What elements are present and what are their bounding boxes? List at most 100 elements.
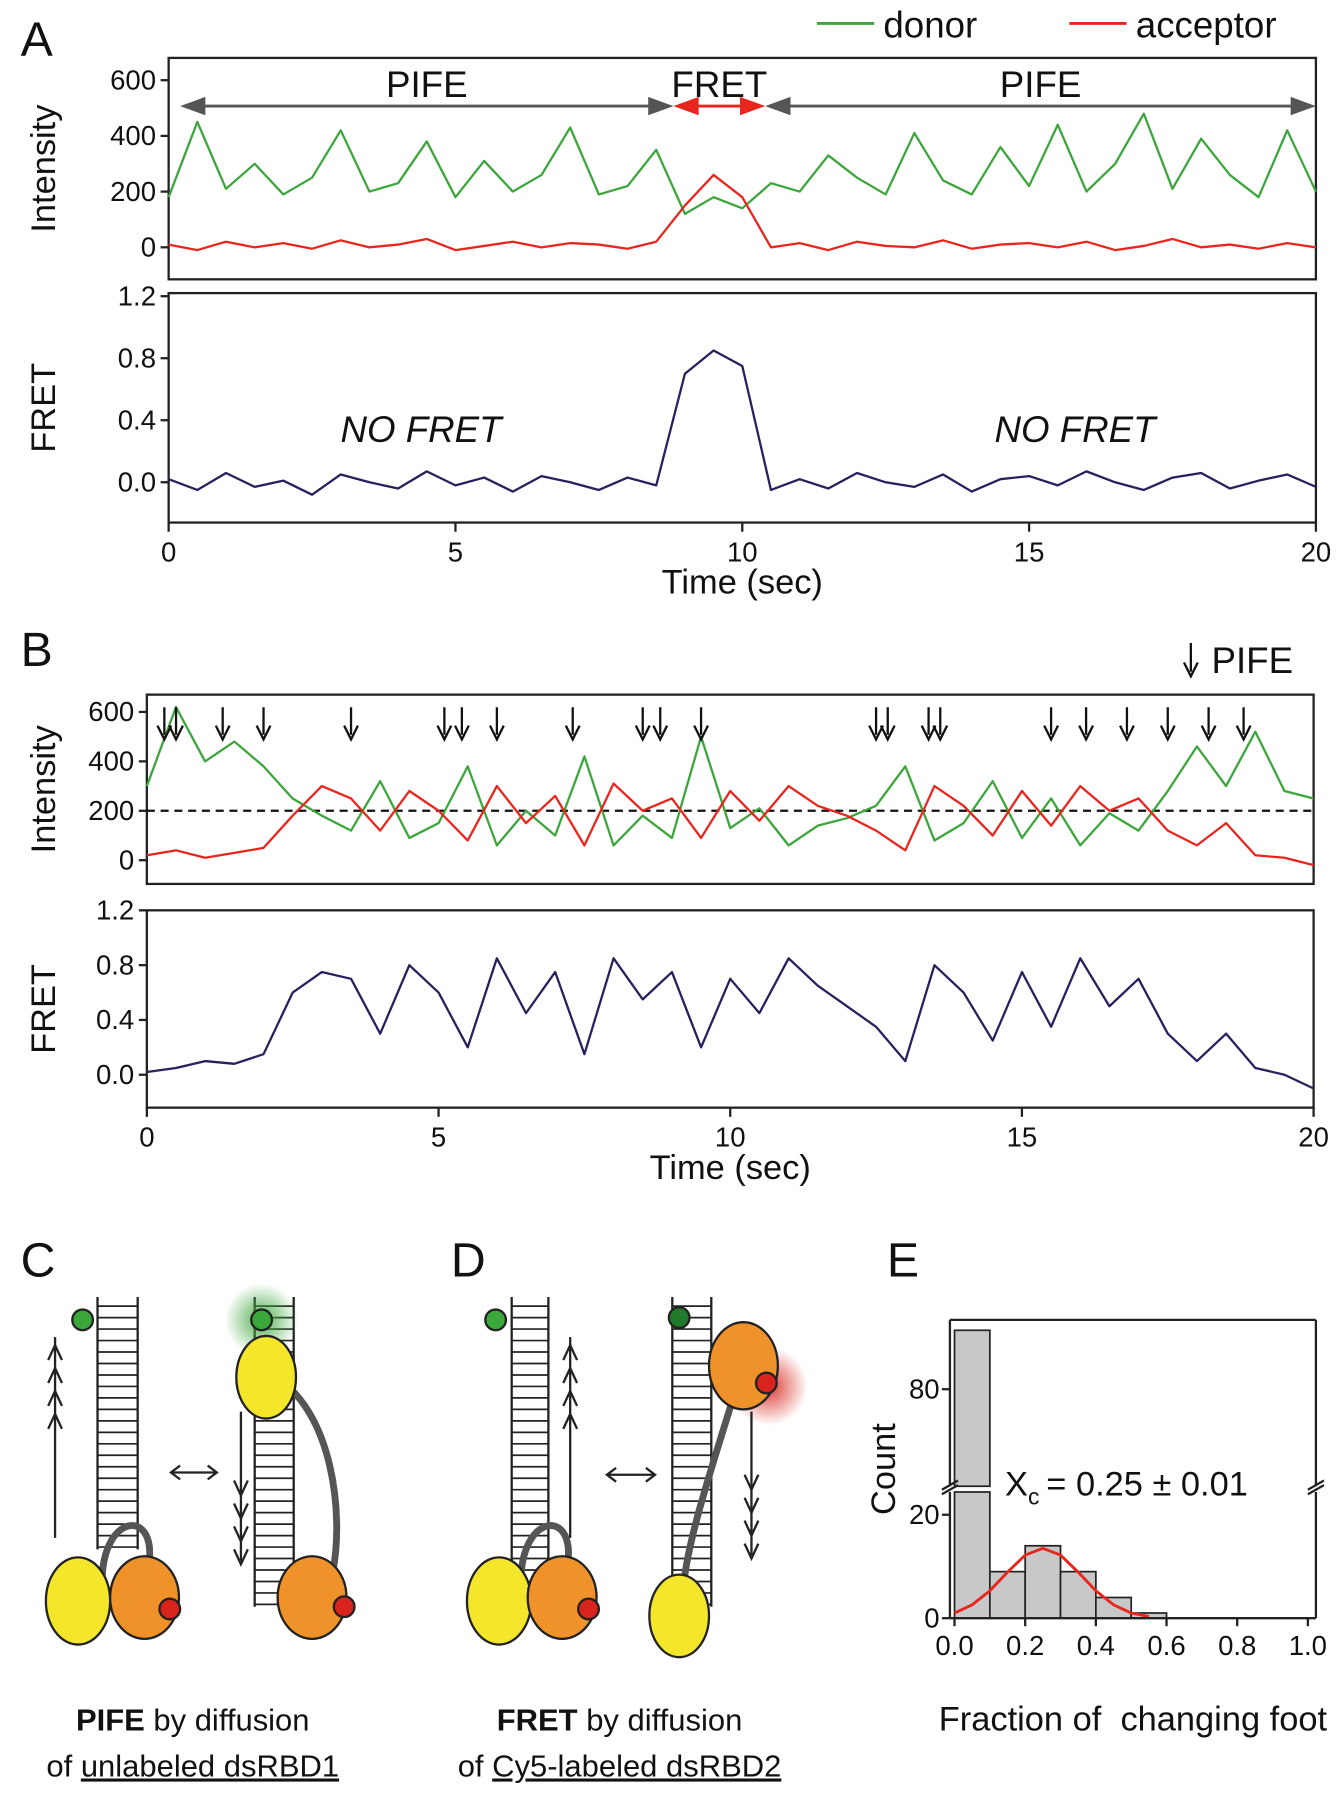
x-tick-label: 0: [161, 537, 176, 568]
x-axis-label: Fraction of changing foot: [939, 1701, 1328, 1739]
pife-arrow-head: [1235, 725, 1252, 742]
caption-underlined: Cy5-labeled dsRBD2: [492, 1749, 781, 1784]
arrow-heads: [47, 1342, 63, 1430]
dsrbd1: [648, 1573, 711, 1659]
plot-frame: [145, 693, 1315, 886]
y-tick-label: 0.8: [118, 342, 156, 373]
y-tick-label: 200: [88, 795, 134, 826]
panel-letter: C: [21, 1233, 56, 1287]
annotation: NO FRET: [341, 409, 505, 450]
pife-arrow-head: [693, 725, 709, 742]
dsrbd2: [276, 1555, 348, 1640]
pife-arrow-head: [652, 725, 669, 742]
x-axis-label: Time (sec): [650, 1149, 811, 1187]
caption-text: by diffusion: [578, 1703, 743, 1738]
dsrbd2: [526, 1555, 598, 1640]
exchange-heads: [169, 1464, 219, 1481]
pife-arrow-head: [255, 725, 272, 742]
pife-arrow-head: [214, 725, 231, 742]
y-tick-label: 600: [110, 64, 156, 95]
trace: [146, 957, 1315, 1090]
caption-text: of: [458, 1749, 492, 1784]
pife-arrow-head: [634, 725, 651, 742]
y-tick-label: 0: [119, 844, 134, 875]
plot-frame: [167, 291, 1318, 524]
pife-arrow-head: [1078, 725, 1095, 742]
trace: [145, 705, 1314, 847]
acceptor-dye: [754, 1371, 778, 1395]
trace: [167, 112, 1317, 215]
span-label: PIFE: [386, 64, 468, 105]
bar: [1095, 1596, 1133, 1620]
span-label: PIFE: [1000, 64, 1082, 105]
y-tick-label: 0: [924, 1602, 939, 1633]
donor-dye: [484, 1308, 508, 1332]
dsrbd2: [108, 1555, 181, 1640]
pife-arrow-head: [343, 725, 359, 742]
axis-break: [941, 1479, 959, 1496]
plot-frame: [145, 909, 1315, 1109]
pife-arrow-head: [868, 725, 884, 742]
x-tick-label: 0: [139, 1122, 154, 1153]
x-tick-label: 10: [727, 537, 758, 568]
pife-arrow-head: [920, 725, 937, 742]
pife-legend-label: PIFE: [1212, 640, 1294, 681]
bar-lower: [953, 1491, 991, 1620]
dsrbd1: [235, 1334, 298, 1420]
y-tick-label: 0.4: [96, 1004, 134, 1035]
donor-dye: [250, 1308, 274, 1332]
fit-curve: [953, 1546, 1150, 1618]
pife-arrow-head: [1043, 725, 1060, 742]
y-axis-label: Intensity: [25, 724, 63, 853]
dsrbd1: [44, 1556, 112, 1646]
pife-arrow-head: [879, 725, 896, 742]
acceptor-dye: [332, 1595, 356, 1619]
bar: [1024, 1544, 1062, 1620]
panel-letter: E: [887, 1233, 919, 1287]
exchange-heads: [604, 1466, 657, 1483]
acceptor-dye: [577, 1597, 601, 1621]
axis-break: [1307, 1479, 1325, 1496]
panel-letter: A: [21, 13, 54, 67]
pife-arrow-head: [1159, 725, 1176, 742]
caption: PIFE by diffusion: [76, 1703, 310, 1738]
pife-arrow-head: [168, 725, 184, 742]
x-tick-label: 0.4: [1077, 1630, 1115, 1661]
legend-label: donor: [883, 4, 977, 45]
y-tick-label: 1.2: [96, 895, 134, 926]
arrow-heads: [743, 1474, 760, 1562]
y-tick-label: 200: [110, 176, 156, 207]
fit-symbol: X: [1005, 1465, 1028, 1503]
caption-text: by diffusion: [145, 1703, 310, 1738]
pife-arrow-head: [564, 725, 581, 742]
donor-dye: [71, 1308, 95, 1332]
dsrbd1: [465, 1556, 533, 1646]
caption: of Cy5-labeled dsRBD2: [458, 1749, 782, 1784]
x-tick-label: 1.0: [1289, 1630, 1327, 1661]
pife-arrow-head: [932, 725, 949, 742]
fit-subscript: c: [1028, 1484, 1039, 1510]
x-tick-label: 5: [448, 537, 463, 568]
y-axis-label: FRET: [25, 964, 63, 1054]
y-tick-label: 0.8: [96, 949, 134, 980]
y-tick-label: 400: [110, 120, 156, 151]
x-tick-label: 0.6: [1147, 1630, 1185, 1661]
pife-legend-arrow-head: [1182, 662, 1199, 679]
legend-label: acceptor: [1136, 4, 1277, 45]
x-tick-label: 15: [1007, 1122, 1038, 1153]
x-tick-label: 10: [715, 1122, 746, 1153]
x-tick-label: 5: [431, 1122, 446, 1153]
bar-upper: [953, 1329, 991, 1488]
x-tick-label: 15: [1014, 537, 1045, 568]
pife-arrow-head: [156, 725, 173, 742]
dsrbd2: [707, 1321, 779, 1411]
trace: [168, 349, 1317, 496]
caption-bold: PIFE: [76, 1703, 145, 1738]
span-label: FRET: [671, 64, 767, 105]
arrow-heads: [232, 1480, 249, 1568]
y-tick-label: 0: [141, 231, 156, 262]
caption: FRET by diffusion: [497, 1703, 743, 1738]
y-tick-label: 0.4: [118, 404, 156, 435]
diagram-d: [465, 1306, 808, 1659]
y-tick-label: 0.0: [96, 1059, 134, 1090]
